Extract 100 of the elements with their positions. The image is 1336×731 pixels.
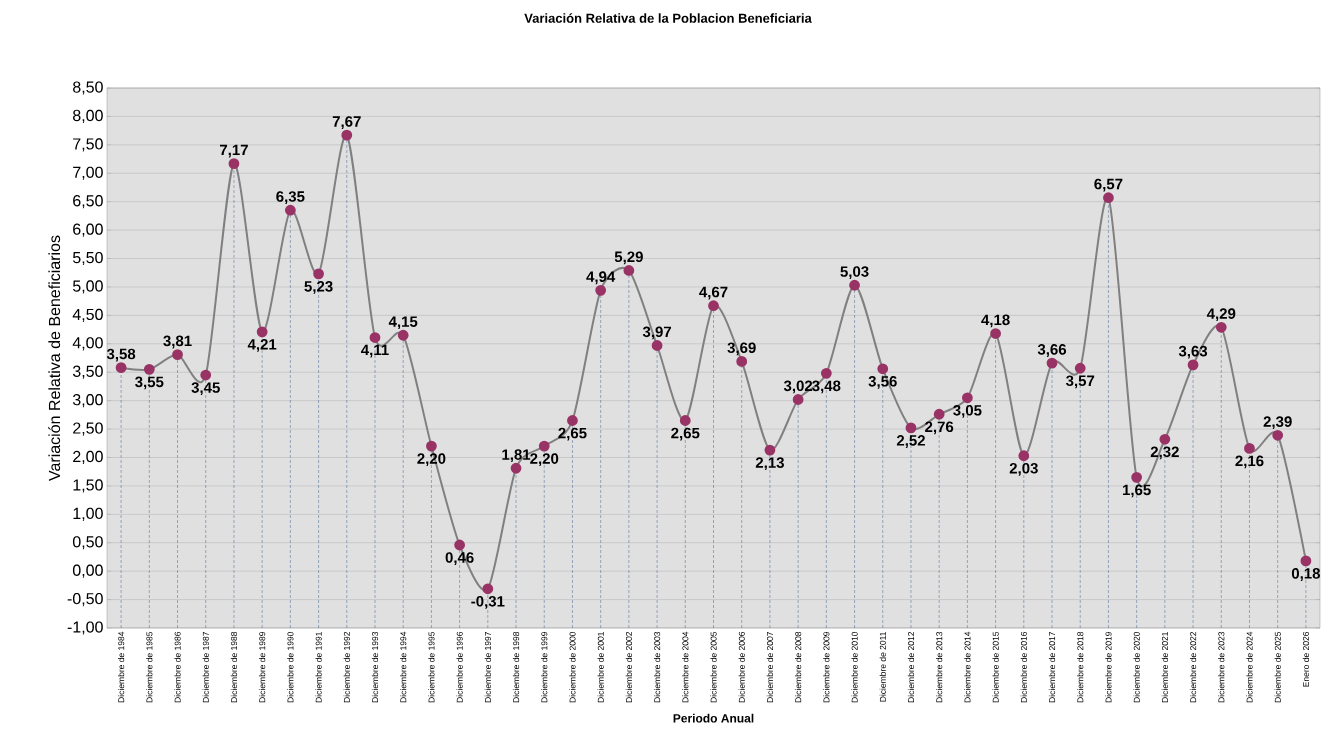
data-label: 5,03	[840, 266, 869, 280]
data-label: 2,13	[755, 457, 784, 471]
y-tick-label: -1,00	[67, 621, 103, 635]
x-tick-label: Diciembre de 1994	[400, 631, 407, 703]
point	[313, 268, 324, 280]
x-tick-label: Diciembre de 2016	[1020, 631, 1027, 703]
x-tick-label: Diciembre de 2019	[1105, 631, 1112, 703]
data-label: 2,39	[1263, 416, 1292, 430]
data-label: 4,18	[981, 314, 1010, 328]
y-tick-label: 8,00	[73, 109, 103, 124]
data-label: 7,67	[332, 116, 361, 129]
x-tick-label: Diciembre de 2021	[1161, 631, 1168, 703]
point	[708, 300, 719, 312]
y-tick-label: 5,00	[72, 280, 103, 294]
data-label: 2,76	[925, 421, 954, 435]
x-tick-label: Diciembre de 2023	[1218, 631, 1225, 703]
data-label: 2,32	[1150, 446, 1179, 460]
data-label: 3,57	[1065, 375, 1095, 389]
point	[849, 279, 860, 291]
y-tick-label: 6,50	[73, 195, 103, 209]
y-tick-label: 7,00	[73, 166, 103, 180]
point	[482, 583, 494, 595]
data-label: 4,11	[361, 344, 389, 358]
x-tick-label: Diciembre de 2012	[907, 631, 915, 703]
point	[426, 440, 437, 452]
data-label: 4,67	[699, 286, 728, 300]
point	[200, 369, 212, 381]
x-tick-label: Diciembre de 2018	[1077, 631, 1084, 703]
x-tick-label: Diciembre de 2024	[1246, 631, 1253, 703]
x-tick-label: Diciembre de 1987	[202, 631, 209, 703]
x-tick-label: Diciembre de 2008	[795, 631, 802, 703]
point	[397, 329, 409, 341]
point	[933, 408, 945, 420]
point	[1131, 471, 1143, 483]
y-tick-label: 0,00	[72, 564, 103, 578]
point	[990, 328, 1001, 339]
data-label: 3,66	[1037, 344, 1067, 357]
data-label: 3,97	[642, 326, 672, 340]
x-tick-label: Diciembre de 2009	[823, 631, 830, 703]
point	[1046, 357, 1058, 369]
data-label: 2,65	[558, 427, 587, 441]
x-tick-label: Diciembre de 1995	[428, 631, 435, 703]
y-tick-label: 4,00	[72, 337, 103, 351]
point	[1103, 192, 1114, 204]
point	[256, 326, 268, 338]
point	[1074, 362, 1086, 374]
point	[595, 284, 607, 296]
x-tick-label: Diciembre de 1989	[259, 631, 266, 703]
y-tick-label: 1,50	[73, 479, 103, 493]
chart-title: Variación Relativa de la Poblacion Beneficiaria	[524, 13, 812, 23]
data-label: 7,17	[219, 144, 248, 158]
x-tick-label: Diciembre de 2004	[682, 631, 689, 703]
x-tick-label: Diciembre de 1992	[343, 631, 350, 703]
x-tick-label: Diciembre de 2020	[1133, 631, 1140, 703]
data-label: 4,21	[247, 339, 277, 352]
point	[143, 363, 155, 375]
y-tick-label: 0,50	[72, 536, 103, 550]
x-tick-label: Diciembre de 2010	[851, 631, 858, 703]
data-label: 3,81	[163, 335, 192, 349]
point	[115, 362, 127, 374]
data-label: 6,35	[276, 191, 305, 205]
data-label: 2,65	[671, 427, 700, 441]
point	[679, 415, 691, 426]
data-label: 3,69	[727, 342, 756, 356]
x-tick-label: Diciembre de 2017	[1048, 631, 1056, 703]
data-label: 3,48	[812, 380, 841, 394]
data-label: 2,52	[896, 435, 925, 448]
point	[736, 356, 748, 367]
point	[341, 129, 353, 141]
y-tick-label: 8,50	[73, 81, 103, 95]
data-label: 2,03	[1009, 462, 1038, 476]
data-label: 3,05	[953, 404, 982, 418]
data-label: 3,63	[1178, 345, 1208, 359]
x-tick-label: Diciembre de 1988	[230, 631, 238, 703]
x-tick-label: Diciembre de 2007	[766, 631, 774, 703]
point	[538, 440, 550, 452]
point	[1215, 321, 1227, 333]
y-tick-label: 5,50	[72, 251, 103, 266]
data-label: 4,15	[388, 316, 418, 330]
x-tick-label: Diciembre de 1990	[287, 631, 294, 703]
y-tick-label: -0,50	[67, 592, 103, 607]
point	[1244, 442, 1255, 454]
point	[905, 422, 917, 434]
point	[1300, 555, 1312, 567]
point	[1187, 359, 1199, 371]
x-tick-label: Diciembre de 2011	[879, 631, 886, 702]
x-tick-label: Diciembre de 2003	[653, 631, 661, 703]
y-tick-label: 3,00	[72, 394, 103, 408]
x-tick-label: Diciembre de 2022	[1189, 631, 1197, 703]
data-label: 6,57	[1094, 178, 1123, 192]
y-tick-label: 2,00	[73, 450, 103, 465]
x-tick-label: Diciembre de 2015	[992, 631, 999, 703]
x-tick-label: Diciembre de 1991	[315, 631, 322, 703]
data-label: 3,58	[106, 348, 136, 362]
x-axis-title: Periodo Anual	[673, 713, 754, 723]
point	[1272, 429, 1284, 441]
point	[172, 349, 183, 360]
data-label: 2,20	[530, 453, 559, 467]
point	[877, 363, 889, 375]
data-label: 2,20	[417, 453, 446, 467]
